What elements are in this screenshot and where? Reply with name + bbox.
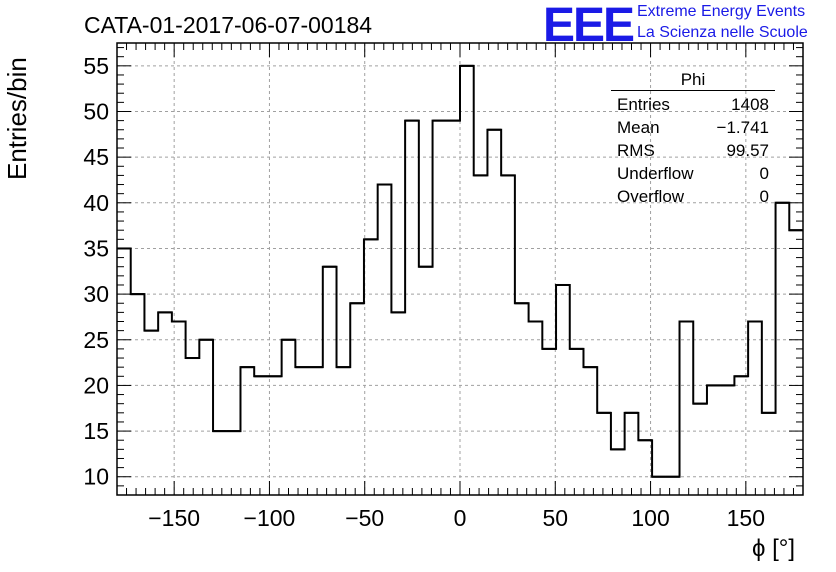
y-tick-label: 45 — [83, 144, 109, 170]
stats-label: RMS — [617, 141, 655, 160]
stats-row-rms: RMS 99.57 — [611, 139, 775, 162]
stats-value: 0 — [759, 187, 769, 206]
stats-label: Entries — [617, 95, 670, 114]
y-tick-label: 25 — [83, 327, 109, 353]
y-tick-label: 20 — [83, 372, 109, 398]
stats-value: 1408 — [731, 95, 769, 114]
stats-row-entries: Entries 1408 — [611, 93, 775, 116]
stats-row-underflow: Underflow 0 — [611, 162, 775, 185]
x-tick-label: 0 — [454, 505, 467, 531]
logo-line-1: Extreme Energy Events — [637, 3, 806, 20]
x-tick-label: 100 — [631, 505, 669, 531]
histogram-outline — [117, 64, 803, 478]
stats-value: −1.741 — [716, 118, 769, 137]
y-tick-label: 10 — [83, 464, 109, 490]
y-tick-label: 35 — [83, 235, 109, 261]
y-axis-title: Entries/bin — [2, 57, 32, 180]
stats-row-overflow: Overflow 0 — [611, 185, 775, 208]
stats-title: Phi — [611, 70, 775, 91]
stats-box: Phi Entries 1408 Mean −1.741 RMS 99.57 U… — [611, 70, 775, 208]
y-tick-label: 40 — [83, 190, 109, 216]
x-tick-label: 150 — [727, 505, 765, 531]
x-axis-title: ϕ [°] — [752, 535, 796, 562]
logo-line-2: La Scienza nelle Scuole — [637, 24, 808, 41]
y-tick-label: 55 — [83, 53, 109, 79]
stats-value: 99.57 — [726, 141, 769, 160]
chart-title: CATA-01-2017-06-07-00184 — [84, 12, 373, 38]
x-tick-label: −150 — [148, 505, 200, 531]
x-tick-label: 50 — [542, 505, 568, 531]
stats-row-mean: Mean −1.741 — [611, 116, 775, 139]
stats-value: 0 — [759, 164, 769, 183]
y-tick-label: 15 — [83, 418, 109, 444]
y-tick-label: 30 — [83, 281, 109, 307]
stats-label: Overflow — [617, 187, 685, 206]
stats-label: Mean — [617, 118, 660, 137]
eee-logo-letters: EEE — [543, 0, 635, 52]
x-tick-label: −100 — [244, 505, 296, 531]
x-tick-label: −50 — [345, 505, 384, 531]
stats-label: Underflow — [617, 164, 694, 183]
y-tick-label: 50 — [83, 98, 109, 124]
